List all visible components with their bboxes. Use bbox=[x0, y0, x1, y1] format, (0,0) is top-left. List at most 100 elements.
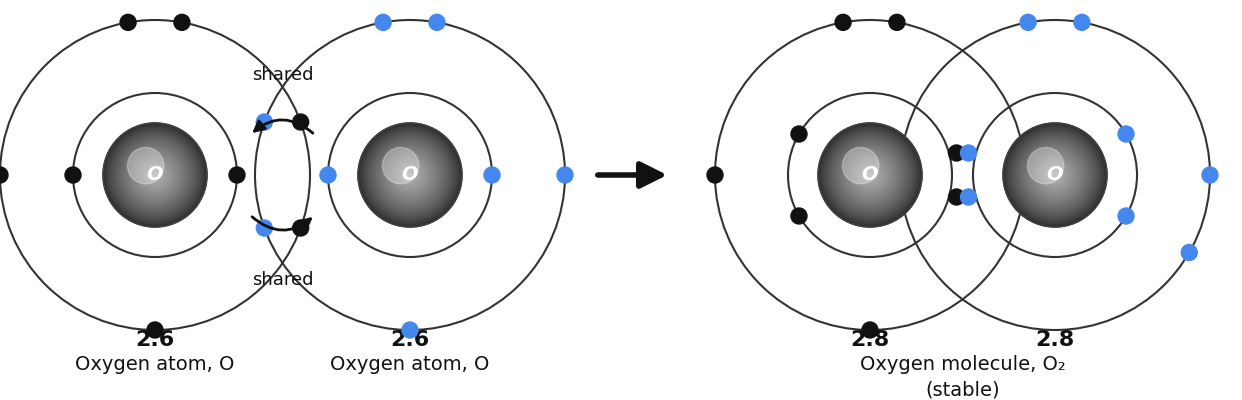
Circle shape bbox=[846, 151, 894, 199]
Circle shape bbox=[256, 114, 272, 130]
Circle shape bbox=[1006, 126, 1104, 224]
Circle shape bbox=[144, 165, 165, 186]
Circle shape bbox=[820, 125, 920, 225]
Circle shape bbox=[827, 132, 913, 218]
Circle shape bbox=[394, 158, 426, 192]
Circle shape bbox=[134, 154, 176, 196]
Text: 2.6: 2.6 bbox=[390, 330, 430, 350]
Circle shape bbox=[1046, 166, 1063, 184]
Circle shape bbox=[127, 147, 183, 203]
Circle shape bbox=[848, 153, 892, 197]
Circle shape bbox=[857, 162, 883, 188]
Circle shape bbox=[406, 172, 414, 178]
Circle shape bbox=[832, 138, 907, 212]
Circle shape bbox=[1030, 150, 1081, 200]
Circle shape bbox=[409, 174, 411, 176]
Circle shape bbox=[391, 157, 428, 193]
Circle shape bbox=[122, 141, 189, 209]
Circle shape bbox=[397, 162, 424, 188]
Circle shape bbox=[1038, 158, 1072, 192]
Circle shape bbox=[380, 146, 440, 204]
Text: Oxygen atom, O: Oxygen atom, O bbox=[76, 355, 235, 374]
Circle shape bbox=[107, 127, 202, 223]
Circle shape bbox=[390, 155, 430, 195]
Circle shape bbox=[1074, 14, 1090, 30]
Circle shape bbox=[1041, 160, 1069, 190]
Circle shape bbox=[116, 135, 195, 215]
Circle shape bbox=[1009, 128, 1102, 222]
Circle shape bbox=[1013, 133, 1097, 217]
Circle shape bbox=[868, 173, 872, 177]
Circle shape bbox=[119, 140, 190, 210]
Circle shape bbox=[139, 158, 171, 192]
Circle shape bbox=[149, 169, 161, 181]
Circle shape bbox=[361, 126, 458, 224]
Circle shape bbox=[406, 171, 415, 179]
Circle shape bbox=[818, 124, 922, 226]
Circle shape bbox=[1048, 168, 1062, 182]
Circle shape bbox=[128, 148, 181, 202]
Text: (stable): (stable) bbox=[925, 380, 1000, 399]
Circle shape bbox=[111, 131, 199, 219]
Circle shape bbox=[1004, 123, 1107, 227]
Circle shape bbox=[147, 166, 164, 184]
Circle shape bbox=[823, 129, 915, 221]
Circle shape bbox=[140, 160, 170, 190]
Circle shape bbox=[385, 150, 435, 200]
Circle shape bbox=[858, 164, 882, 186]
Circle shape bbox=[363, 127, 457, 223]
Circle shape bbox=[854, 159, 886, 190]
Circle shape bbox=[1046, 166, 1064, 184]
Circle shape bbox=[396, 161, 424, 189]
Circle shape bbox=[148, 168, 161, 182]
Circle shape bbox=[386, 151, 435, 199]
Circle shape bbox=[960, 189, 976, 205]
Circle shape bbox=[142, 161, 169, 189]
Circle shape bbox=[1052, 172, 1058, 178]
Circle shape bbox=[825, 130, 915, 220]
Circle shape bbox=[949, 145, 965, 161]
Circle shape bbox=[1026, 146, 1084, 204]
Circle shape bbox=[1030, 149, 1081, 201]
Circle shape bbox=[1027, 148, 1064, 184]
Circle shape bbox=[1018, 139, 1092, 211]
Circle shape bbox=[853, 158, 887, 192]
Circle shape bbox=[125, 146, 185, 204]
Text: shared: shared bbox=[252, 271, 313, 289]
Circle shape bbox=[320, 167, 337, 183]
Circle shape bbox=[397, 163, 422, 187]
Circle shape bbox=[864, 169, 876, 181]
Circle shape bbox=[818, 123, 922, 227]
Circle shape bbox=[130, 150, 180, 200]
Circle shape bbox=[843, 148, 897, 202]
Circle shape bbox=[375, 140, 445, 210]
Circle shape bbox=[130, 151, 179, 199]
Circle shape bbox=[371, 137, 448, 213]
Circle shape bbox=[135, 155, 175, 195]
Circle shape bbox=[828, 133, 912, 217]
Circle shape bbox=[129, 149, 181, 201]
Circle shape bbox=[375, 14, 391, 30]
Circle shape bbox=[1020, 14, 1036, 30]
Circle shape bbox=[1015, 135, 1095, 215]
Circle shape bbox=[863, 168, 877, 182]
Circle shape bbox=[113, 132, 197, 218]
Circle shape bbox=[106, 126, 205, 224]
Circle shape bbox=[835, 140, 905, 210]
Circle shape bbox=[359, 124, 461, 226]
Circle shape bbox=[859, 165, 881, 186]
Circle shape bbox=[866, 171, 874, 179]
Circle shape bbox=[851, 156, 889, 194]
Circle shape bbox=[365, 130, 455, 220]
Circle shape bbox=[366, 131, 455, 219]
Circle shape bbox=[118, 139, 191, 211]
Circle shape bbox=[378, 142, 443, 208]
Circle shape bbox=[405, 170, 415, 180]
Circle shape bbox=[1023, 143, 1087, 207]
Circle shape bbox=[1012, 132, 1098, 218]
Circle shape bbox=[402, 322, 419, 338]
Circle shape bbox=[856, 161, 884, 189]
Circle shape bbox=[293, 220, 309, 236]
Circle shape bbox=[949, 189, 965, 205]
Circle shape bbox=[388, 152, 432, 198]
